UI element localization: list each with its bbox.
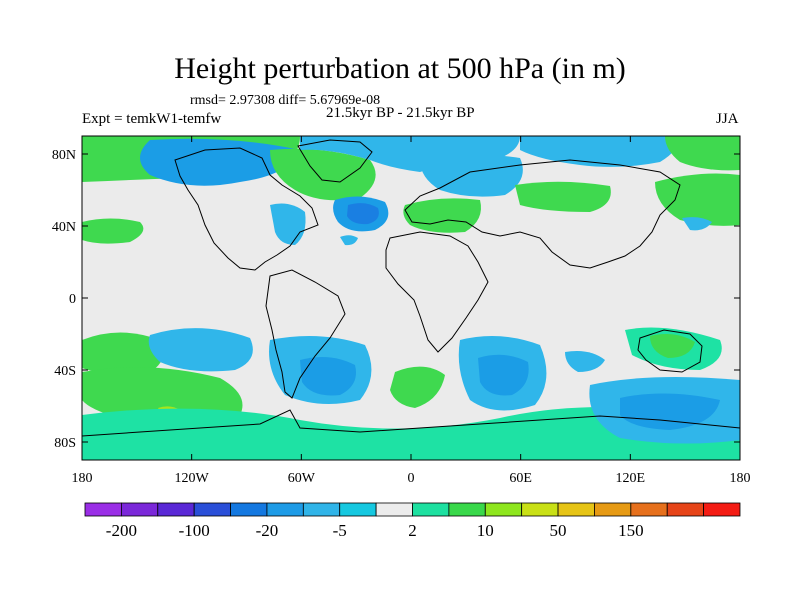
coastlines	[82, 139, 740, 437]
coastline-north-america	[174, 147, 319, 271]
colorbar-swatch	[703, 502, 741, 517]
longitude-axis: 180 120W 60W 0 60E 120E 180	[72, 136, 751, 486]
colorbar-swatch	[230, 502, 268, 517]
lat-tick-label: 80N	[52, 148, 76, 163]
contour-region-indian-ocean-east	[565, 351, 605, 372]
colorbar-label: -20	[256, 521, 279, 540]
lat-tick-label: 40S	[54, 364, 76, 379]
lon-tick-label: 60W	[288, 471, 316, 486]
contour-region-south-atlantic-core	[300, 356, 356, 396]
stats-line: rmsd= 2.97308 diff= 5.67969e-08	[190, 93, 381, 108]
page-title: Height perturbation at 500 hPa (in m)	[174, 52, 626, 85]
experiment-label: Expt = temkW1-temfw	[82, 111, 222, 127]
colorbar-swatch	[266, 502, 304, 517]
colorbar-swatch	[521, 502, 559, 517]
colorbar-label: -100	[179, 521, 210, 540]
colorbar-label: -5	[333, 521, 347, 540]
colorbar-label: 150	[618, 521, 644, 540]
lat-tick-label: 0	[69, 292, 76, 307]
lon-tick-label: 120E	[616, 471, 646, 486]
colorbar-swatch	[302, 502, 341, 517]
contour-region-europe	[403, 198, 481, 233]
colorbar-swatch	[630, 502, 668, 517]
contour-region-south-pacific-west	[82, 332, 164, 375]
contour-region-east-asia	[655, 173, 740, 226]
coastline-australia	[637, 329, 703, 373]
contour-fill-layer	[82, 136, 740, 460]
coastline-greenland	[297, 139, 373, 183]
lon-tick-label: 180	[730, 471, 751, 486]
lon-tick-label: 60E	[509, 471, 532, 486]
contour-region-south-atlantic-east	[390, 366, 445, 408]
contour-region-east-asia-north	[520, 136, 680, 167]
contour-region-indian-ocean-core	[478, 354, 529, 396]
contour-region-atlantic-small	[340, 235, 358, 246]
colorbar-label: 10	[477, 521, 494, 540]
lon-tick-label: 120W	[175, 471, 210, 486]
colorbar-swatch	[557, 502, 595, 517]
contour-region-northwest-pacific-band	[82, 218, 144, 244]
colorbar: -200 -100 -20 -5 2 10 50 150	[84, 502, 741, 540]
colorbar-label: 50	[550, 521, 567, 540]
lon-tick-label: 0	[408, 471, 415, 486]
coastline-south-america	[265, 269, 346, 399]
colorbar-swatch	[120, 502, 159, 517]
colorbar-swatch	[484, 502, 523, 517]
lat-tick-label: 80S	[54, 436, 76, 451]
colorbar-swatch	[412, 502, 450, 517]
colorbar-swatch	[375, 502, 413, 517]
contour-region-southern-ocean-ring	[82, 406, 740, 460]
contour-region-south-pacific-band	[82, 367, 243, 421]
colorbar-swatch	[157, 502, 195, 517]
lon-tick-label: 180	[72, 471, 93, 486]
season-label: JJA	[716, 111, 739, 127]
colorbar-swatch	[666, 502, 705, 517]
coastline-antarctica	[82, 409, 740, 437]
colorbar-swatch	[84, 502, 122, 517]
contour-region-central-asia	[515, 181, 611, 212]
period-label: 21.5kyr BP - 21.5kyr BP	[326, 105, 475, 121]
colorbar-swatch	[193, 502, 231, 517]
contour-region-atlantic-low-core	[347, 203, 379, 225]
coastline-eurasia	[404, 159, 681, 269]
contour-region-north-atlantic	[300, 136, 520, 172]
colorbar-swatch	[594, 502, 632, 517]
colorbar-label: -200	[106, 521, 137, 540]
contour-region-south-pacific-east-core	[620, 393, 720, 430]
contour-region-greenland	[270, 148, 376, 201]
contour-region-siberia	[420, 154, 523, 197]
latitude-axis: 80N 40N 0 40S 80S	[52, 148, 740, 451]
contour-region-south-pacific-central	[148, 328, 253, 372]
contour-region-australia	[650, 334, 695, 358]
lat-tick-label: 40N	[52, 220, 76, 235]
contour-region-north-pacific-east	[682, 217, 712, 231]
coastline-africa	[385, 231, 489, 353]
contour-region-arctic-east	[665, 136, 740, 171]
contour-region-north-pacific	[140, 138, 300, 186]
colorbar-swatch	[339, 502, 377, 517]
contour-region-north-america-east	[270, 203, 306, 245]
colorbar-swatch	[448, 502, 486, 517]
colorbar-label: 2	[408, 521, 417, 540]
